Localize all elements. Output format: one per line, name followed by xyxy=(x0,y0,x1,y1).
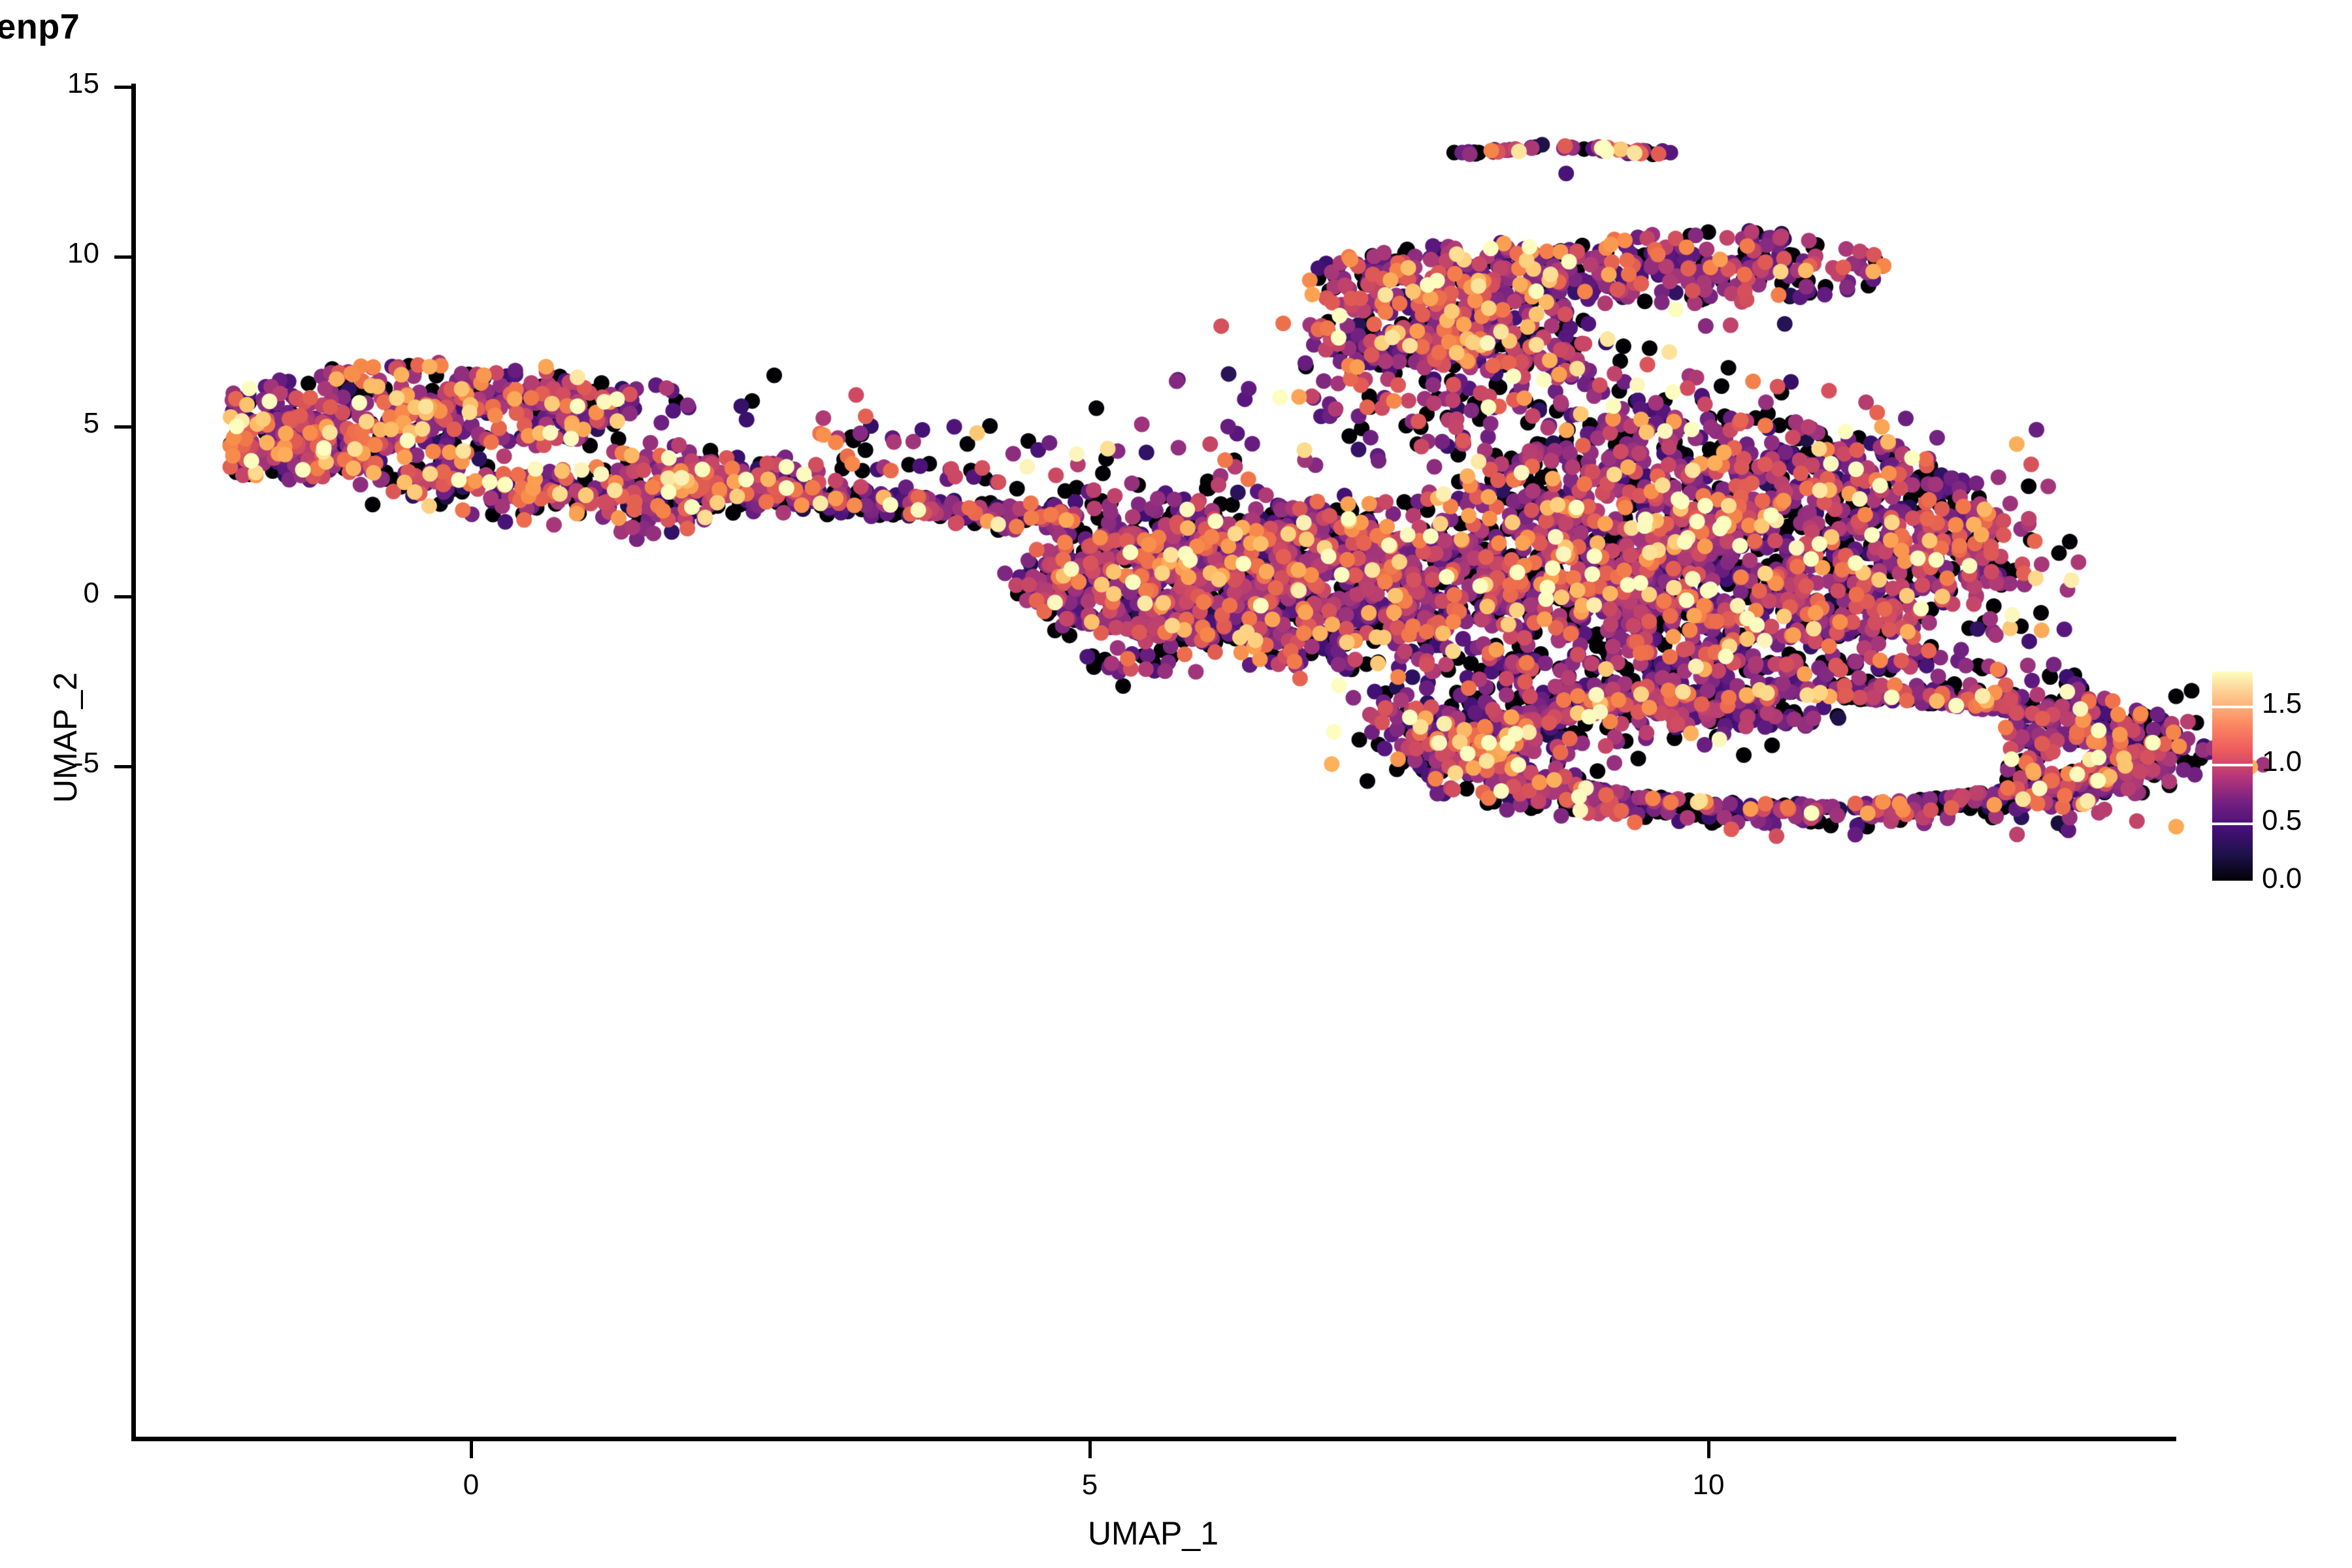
y-axis-tick-label: 5 xyxy=(83,407,99,439)
y-axis-tick-label: 0 xyxy=(83,577,99,609)
legend-label: 1.5 xyxy=(2262,687,2302,719)
y-axis-tick-label: 15 xyxy=(67,67,99,99)
legend-tick xyxy=(2212,705,2253,708)
y-axis-tick xyxy=(114,765,131,768)
legend: 1.5 1.0 0.5 0.0 xyxy=(2212,666,2343,928)
y-axis-tick xyxy=(114,595,131,598)
legend-tick xyxy=(2212,881,2253,883)
legend-tick xyxy=(2212,822,2253,825)
legend-label: 0.0 xyxy=(2262,862,2302,894)
y-axis-tick-label: 10 xyxy=(67,237,99,269)
x-axis-tick-label: 10 xyxy=(1692,1469,1725,1501)
legend-label: 0.5 xyxy=(2262,804,2302,836)
y-axis-line xyxy=(131,84,136,1441)
y-axis-title: UMAP_2 xyxy=(47,672,84,804)
legend-label: 1.0 xyxy=(2262,745,2302,778)
y-axis-tick-label: -5 xyxy=(73,747,99,779)
x-axis-tick xyxy=(1088,1441,1092,1458)
x-axis-tick xyxy=(1707,1441,1710,1458)
y-axis-tick xyxy=(114,425,131,429)
y-axis-tick xyxy=(114,86,131,89)
y-axis-tick xyxy=(114,255,131,259)
x-axis-tick xyxy=(470,1441,473,1458)
legend-colorbar xyxy=(2212,672,2253,882)
x-axis-line xyxy=(131,1437,2176,1441)
legend-tick xyxy=(2212,764,2253,767)
x-axis-tick-label: 5 xyxy=(1081,1469,1098,1501)
x-axis-title: UMAP_1 xyxy=(1087,1515,1219,1552)
x-axis-tick-label: 0 xyxy=(463,1469,480,1501)
